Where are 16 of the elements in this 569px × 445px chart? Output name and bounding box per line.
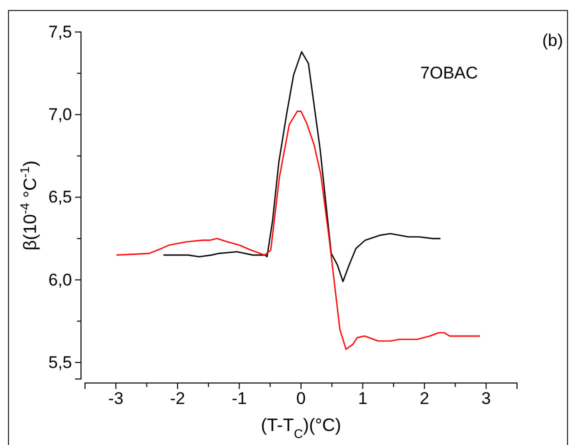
x-tick-label: 1	[358, 389, 368, 408]
x-tick-label: 3	[481, 389, 491, 408]
y-tick-label: 5,5	[48, 352, 72, 372]
x-tick-label: 2	[420, 389, 430, 408]
y-tick-label: 6,5	[48, 188, 72, 207]
y-tick-label: 6,0	[48, 270, 72, 290]
x-axis-title: (T-T$_{C}$)(°C)	[260, 415, 342, 441]
x-tick-label: 0	[296, 389, 306, 408]
text: (b)	[542, 31, 563, 50]
y-tick-label: 7,0	[48, 105, 72, 124]
x-tick-label: -2	[170, 389, 186, 408]
y-tick-label: 7,5	[48, 22, 72, 42]
annotation: 7OBAC	[420, 63, 478, 82]
line-series	[116, 110, 481, 350]
x-tick-label: -3	[108, 389, 124, 408]
x-tick-label: -1	[232, 389, 247, 408]
